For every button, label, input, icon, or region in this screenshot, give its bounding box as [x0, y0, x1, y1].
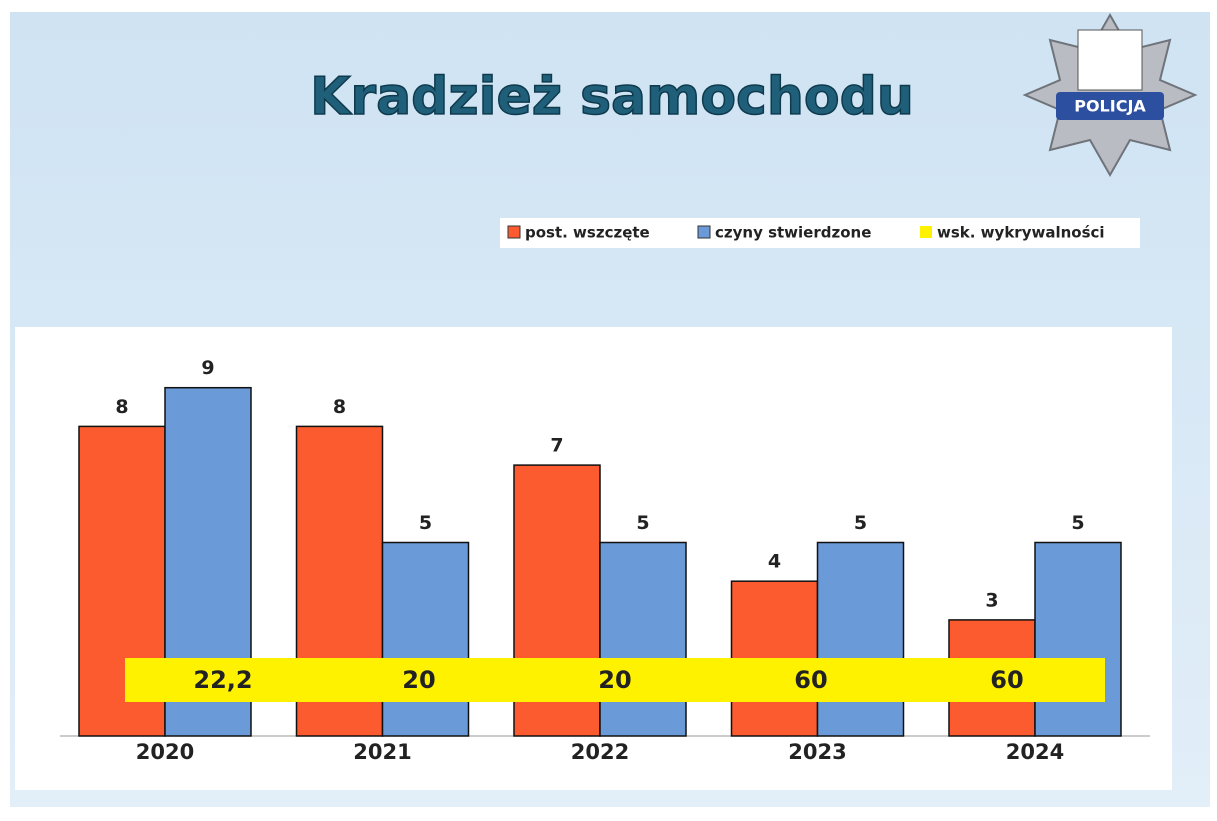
data-label: 8 — [333, 396, 346, 418]
indicator-band — [125, 658, 321, 702]
x-tick-label: 2020 — [136, 740, 194, 764]
data-label: 5 — [1071, 512, 1084, 534]
indicator-label: 22,2 — [193, 666, 252, 694]
legend-swatch — [920, 226, 932, 238]
logo-band — [1056, 92, 1164, 120]
x-tick-label: 2022 — [571, 740, 629, 764]
logo-text: POLICJA — [1074, 97, 1146, 116]
indicator-label: 60 — [990, 666, 1023, 694]
indicator-band — [321, 658, 517, 702]
legend-box — [500, 218, 1140, 248]
x-tick-label: 2023 — [788, 740, 846, 764]
logo: POLICJA — [1022, 12, 1198, 178]
indicator-band — [713, 658, 909, 702]
logo-shield — [1077, 29, 1143, 91]
legend-swatch — [507, 225, 521, 239]
bar — [1034, 541, 1122, 737]
indicator-label: 20 — [402, 666, 435, 694]
indicator-label: 20 — [598, 666, 631, 694]
legend-label: czyny stwierdzone — [715, 224, 871, 242]
legend-label: wsk. wykrywalności — [937, 224, 1105, 242]
data-label: 5 — [854, 512, 867, 534]
legend-label: post. wszczęte — [525, 224, 650, 242]
bar — [599, 541, 687, 737]
data-label: 8 — [115, 396, 128, 418]
data-label: 4 — [768, 551, 781, 573]
x-tick-label: 2021 — [353, 740, 411, 764]
bar — [381, 541, 470, 737]
indicator-label: 60 — [794, 666, 827, 694]
x-tick-label: 2024 — [1006, 740, 1064, 764]
data-label: 9 — [201, 357, 214, 379]
data-label: 7 — [550, 435, 563, 457]
data-label: 5 — [419, 512, 432, 534]
indicator-band — [909, 658, 1105, 702]
data-label: 5 — [636, 512, 649, 534]
bar — [816, 541, 905, 737]
data-label: 3 — [985, 589, 998, 611]
legend-swatch — [697, 225, 711, 239]
chart-title: Kradzież samochodu — [310, 67, 914, 127]
indicator-band — [517, 658, 713, 702]
